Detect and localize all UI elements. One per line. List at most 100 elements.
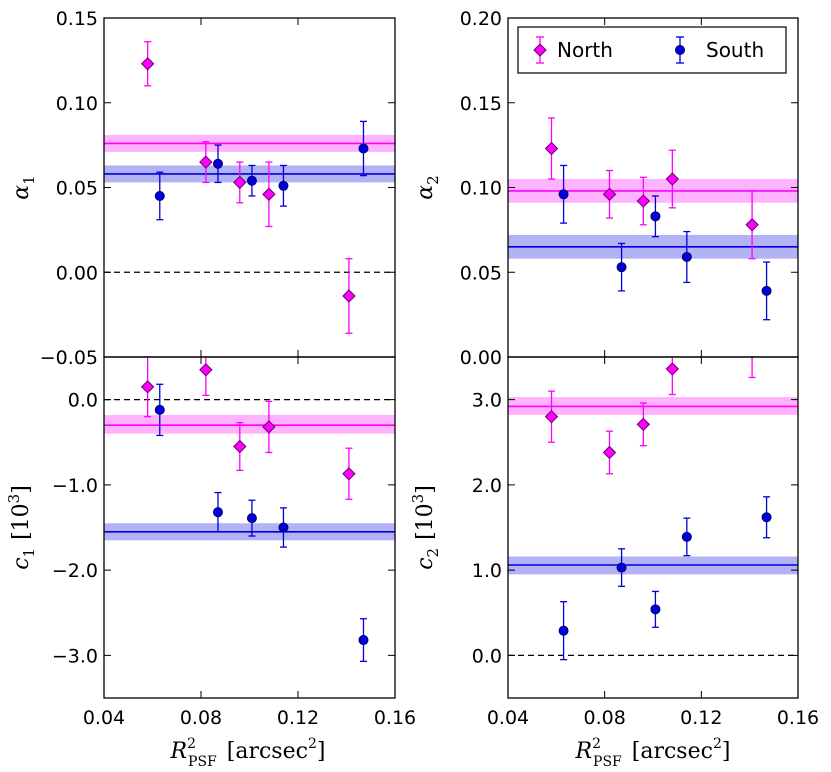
x-tick-label: 0.04: [487, 707, 529, 729]
north-data-point: [199, 363, 213, 377]
north-data-point: [342, 289, 356, 303]
y-tick-label: 2.0: [472, 475, 502, 497]
y-tick-label: 0.05: [460, 262, 502, 284]
south-data-point: [278, 522, 289, 533]
north-uncertainty-band: [104, 414, 395, 434]
plot-area: [508, 117, 798, 321]
legend-south-marker: [675, 45, 685, 55]
north-data-point: [636, 417, 651, 432]
x-tick-label: 0.08: [180, 707, 222, 729]
north-data-point: [665, 362, 680, 376]
y-tick-label: 0.0: [472, 645, 502, 667]
y-tick-label: 0.05: [56, 178, 98, 200]
y-tick-label: 0.10: [56, 93, 98, 115]
south-data-point: [154, 190, 165, 201]
legend-north-label: North: [557, 38, 613, 62]
south-data-point: [761, 512, 772, 523]
ylabel-sub: 1: [20, 548, 38, 558]
legend: North South: [517, 26, 787, 74]
north-data-point: [342, 467, 356, 481]
xlabel-unit-sup: 2: [308, 736, 317, 752]
x-tick-label: 0.12: [277, 707, 319, 729]
ylabel-symbol: c: [9, 557, 34, 569]
xlabel-sub: PSF: [593, 754, 622, 770]
south-data-point: [558, 625, 569, 636]
y-tick-label: 0.00: [56, 262, 98, 284]
south-data-point: [246, 175, 257, 186]
north-data-point: [140, 380, 155, 394]
ylabel-symbol: α: [9, 185, 34, 200]
xlabel-unit: [arcsec: [632, 739, 713, 764]
x-tick-label: 0.12: [680, 707, 722, 729]
ylabel-exp: 3: [5, 494, 23, 504]
x-tick-label: 0.16: [374, 707, 416, 729]
south-data-point: [616, 562, 627, 573]
ylabel-sub: 2: [424, 548, 442, 558]
north-data-point: [750, 357, 754, 359]
x-axis-label-right: R2 PSF [arcsec2]: [575, 736, 731, 770]
legend-north-marker: [533, 43, 547, 57]
south-data-point: [681, 251, 692, 262]
south-data-point: [154, 404, 165, 415]
ylabel-close: ]: [9, 485, 34, 494]
panel-c2: 0.0 1.0 2.0 3.0 0.04 0.08 0.12 0.16 c2 [103]: [409, 356, 819, 729]
legend-south-label: South: [706, 38, 764, 62]
ylabel-sub: 2: [424, 175, 442, 185]
north-data-point: [544, 409, 559, 424]
north-data-point: [636, 194, 651, 208]
x-tick-label: 0.16: [777, 707, 819, 729]
south-data-point: [212, 507, 223, 518]
x-tick-label: 0.08: [584, 707, 626, 729]
y-tick-label: 0.15: [56, 8, 98, 30]
north-data-point: [602, 445, 617, 460]
south-data-point: [358, 635, 369, 646]
north-data-point: [233, 439, 247, 454]
ylabel-unit: [10: [9, 503, 34, 540]
ylabel-unit: [10: [413, 503, 438, 540]
south-data-point: [558, 189, 569, 200]
y-tick-label: −3.0: [52, 645, 98, 667]
y-tick-label: 0.10: [460, 178, 502, 200]
xlabel-symbol: R: [575, 739, 593, 764]
north-data-point: [745, 218, 759, 232]
plot-area: [104, 41, 395, 334]
xlabel-sup: 2: [592, 736, 601, 752]
south-data-point: [650, 604, 661, 615]
xlabel-unit: [arcsec: [227, 739, 308, 764]
south-data-point: [212, 158, 223, 169]
south-data-point: [650, 211, 661, 222]
south-data-point: [278, 180, 289, 191]
xlabel-symbol: R: [170, 739, 188, 764]
panel-frame: [103, 356, 396, 699]
y-tick-label: 3.0: [472, 390, 502, 412]
north-data-point: [140, 57, 155, 71]
south-data-point: [616, 262, 627, 273]
ylabel-close: ]: [413, 485, 438, 494]
y-tick-label: −2.0: [52, 560, 98, 582]
xlabel-unit-sup: 2: [713, 736, 722, 752]
y-axis-label: α2: [413, 175, 442, 199]
y-tick-label: 0.0: [68, 390, 98, 412]
panels: −0.050.000.050.100.15α10.000.050.100.150…: [5, 8, 819, 729]
x-axis-label-left: R2 PSF [arcsec2]: [170, 736, 326, 770]
north-data-point: [262, 420, 276, 434]
y-axis-label: α1: [9, 175, 38, 199]
y-tick-label: 0.15: [460, 93, 502, 115]
south-data-point: [246, 513, 257, 524]
south-data-point: [681, 531, 692, 542]
north-data-point: [262, 187, 276, 201]
ylabel-sub: 1: [20, 175, 38, 185]
xlabel-sub: PSF: [188, 754, 217, 770]
x-tick-label: 0.04: [83, 707, 125, 729]
ylabel-symbol: c: [413, 557, 438, 569]
y-axis-label: c1 [103]: [5, 485, 38, 570]
north-data-point: [544, 141, 559, 156]
y-tick-label: 0.00: [460, 347, 502, 369]
y-tick-label: 1.0: [472, 560, 502, 582]
north-data-point: [665, 172, 680, 186]
north-data-point: [602, 187, 617, 201]
xlabel-close: ]: [722, 739, 731, 764]
panel-c1: −3.0 −2.0 −1.0 0.0 0.04 0.08 0.12 0.16 c1 [103]: [5, 356, 416, 729]
